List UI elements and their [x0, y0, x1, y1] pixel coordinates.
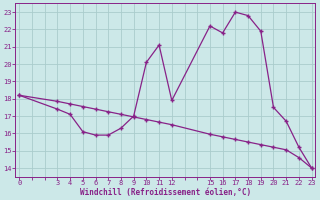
X-axis label: Windchill (Refroidissement éolien,°C): Windchill (Refroidissement éolien,°C): [80, 188, 251, 197]
